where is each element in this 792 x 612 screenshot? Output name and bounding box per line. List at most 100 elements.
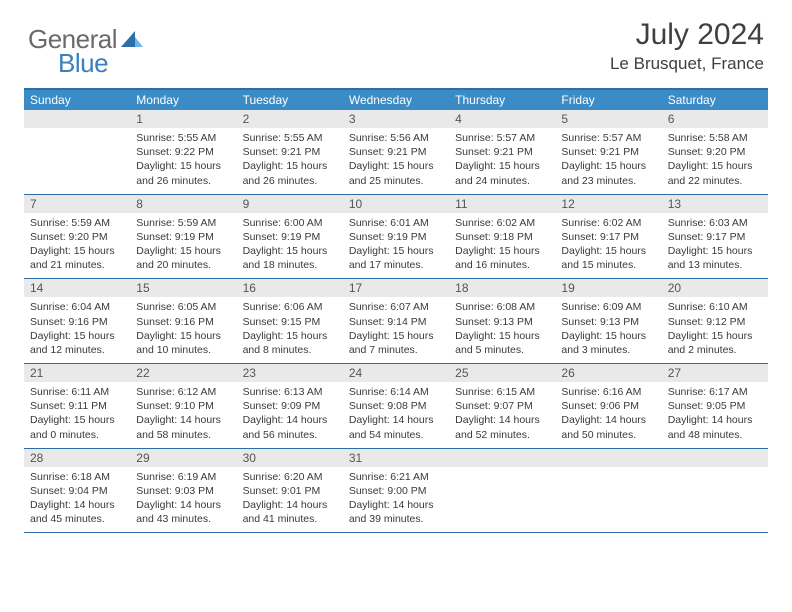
day-cell: 31Sunrise: 6:21 AMSunset: 9:00 PMDayligh… (343, 449, 449, 533)
day-ss: Sunset: 9:03 PM (136, 484, 230, 498)
day-sr: Sunrise: 6:08 AM (455, 300, 549, 314)
day-body: Sunrise: 5:59 AMSunset: 9:20 PMDaylight:… (24, 213, 130, 279)
day-d1: Daylight: 15 hours (136, 159, 230, 173)
day-sr: Sunrise: 5:56 AM (349, 131, 443, 145)
day-d1: Daylight: 15 hours (455, 244, 549, 258)
day-cell: 4Sunrise: 5:57 AMSunset: 9:21 PMDaylight… (449, 110, 555, 194)
day-d2: and 8 minutes. (243, 343, 337, 357)
day-number: 24 (343, 364, 449, 382)
day-body: Sunrise: 5:57 AMSunset: 9:21 PMDaylight:… (449, 128, 555, 194)
day-ss: Sunset: 9:19 PM (243, 230, 337, 244)
day-d2: and 22 minutes. (668, 174, 762, 188)
day-cell (449, 449, 555, 533)
day-sr: Sunrise: 6:04 AM (30, 300, 124, 314)
day-cell: 26Sunrise: 6:16 AMSunset: 9:06 PMDayligh… (555, 364, 661, 448)
day-ss: Sunset: 9:07 PM (455, 399, 549, 413)
logo-text-blue-wrap: Blue (58, 48, 108, 79)
day-ss: Sunset: 9:06 PM (561, 399, 655, 413)
dow-friday: Friday (555, 90, 661, 110)
day-number: 3 (343, 110, 449, 128)
day-sr: Sunrise: 6:21 AM (349, 470, 443, 484)
dow-thursday: Thursday (449, 90, 555, 110)
day-body: Sunrise: 6:07 AMSunset: 9:14 PMDaylight:… (343, 297, 449, 363)
month-title: July 2024 (610, 18, 764, 52)
day-cell: 7Sunrise: 5:59 AMSunset: 9:20 PMDaylight… (24, 195, 130, 279)
day-number: 17 (343, 279, 449, 297)
day-ss: Sunset: 9:16 PM (136, 315, 230, 329)
day-ss: Sunset: 9:16 PM (30, 315, 124, 329)
day-sr: Sunrise: 6:07 AM (349, 300, 443, 314)
dow-monday: Monday (130, 90, 236, 110)
day-number: 9 (237, 195, 343, 213)
day-sr: Sunrise: 6:16 AM (561, 385, 655, 399)
day-number (662, 449, 768, 467)
day-sr: Sunrise: 5:57 AM (455, 131, 549, 145)
day-number: 2 (237, 110, 343, 128)
day-body: Sunrise: 6:02 AMSunset: 9:17 PMDaylight:… (555, 213, 661, 279)
day-ss: Sunset: 9:19 PM (349, 230, 443, 244)
day-body: Sunrise: 6:14 AMSunset: 9:08 PMDaylight:… (343, 382, 449, 448)
day-d1: Daylight: 15 hours (30, 329, 124, 343)
day-d2: and 58 minutes. (136, 428, 230, 442)
day-body: Sunrise: 6:20 AMSunset: 9:01 PMDaylight:… (237, 467, 343, 533)
day-d2: and 54 minutes. (349, 428, 443, 442)
day-ss: Sunset: 9:15 PM (243, 315, 337, 329)
day-ss: Sunset: 9:21 PM (561, 145, 655, 159)
day-body: Sunrise: 6:16 AMSunset: 9:06 PMDaylight:… (555, 382, 661, 448)
day-number: 13 (662, 195, 768, 213)
day-body: Sunrise: 6:02 AMSunset: 9:18 PMDaylight:… (449, 213, 555, 279)
day-sr: Sunrise: 6:11 AM (30, 385, 124, 399)
day-number: 19 (555, 279, 661, 297)
day-cell: 5Sunrise: 5:57 AMSunset: 9:21 PMDaylight… (555, 110, 661, 194)
day-number: 11 (449, 195, 555, 213)
day-d1: Daylight: 14 hours (561, 413, 655, 427)
day-d1: Daylight: 15 hours (136, 329, 230, 343)
day-sr: Sunrise: 6:02 AM (455, 216, 549, 230)
day-number: 21 (24, 364, 130, 382)
day-d1: Daylight: 14 hours (668, 413, 762, 427)
day-sr: Sunrise: 5:58 AM (668, 131, 762, 145)
day-sr: Sunrise: 6:10 AM (668, 300, 762, 314)
day-sr: Sunrise: 5:57 AM (561, 131, 655, 145)
day-sr: Sunrise: 5:55 AM (136, 131, 230, 145)
day-d2: and 48 minutes. (668, 428, 762, 442)
day-cell: 24Sunrise: 6:14 AMSunset: 9:08 PMDayligh… (343, 364, 449, 448)
day-d1: Daylight: 14 hours (455, 413, 549, 427)
day-number: 15 (130, 279, 236, 297)
day-d2: and 24 minutes. (455, 174, 549, 188)
header: General July 2024 Le Brusquet, France (0, 0, 792, 80)
day-sr: Sunrise: 5:55 AM (243, 131, 337, 145)
day-d1: Daylight: 15 hours (349, 159, 443, 173)
day-d2: and 13 minutes. (668, 258, 762, 272)
day-body: Sunrise: 6:00 AMSunset: 9:19 PMDaylight:… (237, 213, 343, 279)
day-d1: Daylight: 15 hours (561, 244, 655, 258)
day-cell: 22Sunrise: 6:12 AMSunset: 9:10 PMDayligh… (130, 364, 236, 448)
day-body: Sunrise: 5:58 AMSunset: 9:20 PMDaylight:… (662, 128, 768, 194)
day-ss: Sunset: 9:18 PM (455, 230, 549, 244)
day-ss: Sunset: 9:17 PM (668, 230, 762, 244)
day-d2: and 15 minutes. (561, 258, 655, 272)
day-ss: Sunset: 9:08 PM (349, 399, 443, 413)
day-d1: Daylight: 15 hours (455, 329, 549, 343)
day-number (449, 449, 555, 467)
day-d1: Daylight: 14 hours (136, 413, 230, 427)
day-sr: Sunrise: 6:03 AM (668, 216, 762, 230)
day-d1: Daylight: 15 hours (668, 159, 762, 173)
day-cell: 12Sunrise: 6:02 AMSunset: 9:17 PMDayligh… (555, 195, 661, 279)
day-ss: Sunset: 9:12 PM (668, 315, 762, 329)
day-number: 20 (662, 279, 768, 297)
day-d1: Daylight: 15 hours (136, 244, 230, 258)
day-d1: Daylight: 15 hours (30, 413, 124, 427)
day-d2: and 23 minutes. (561, 174, 655, 188)
day-ss: Sunset: 9:11 PM (30, 399, 124, 413)
day-number: 1 (130, 110, 236, 128)
week-row: 7Sunrise: 5:59 AMSunset: 9:20 PMDaylight… (24, 195, 768, 280)
day-d2: and 41 minutes. (243, 512, 337, 526)
day-number: 27 (662, 364, 768, 382)
day-ss: Sunset: 9:13 PM (561, 315, 655, 329)
day-d2: and 26 minutes. (243, 174, 337, 188)
day-d2: and 50 minutes. (561, 428, 655, 442)
day-body: Sunrise: 6:05 AMSunset: 9:16 PMDaylight:… (130, 297, 236, 363)
location: Le Brusquet, France (610, 54, 764, 74)
day-sr: Sunrise: 6:02 AM (561, 216, 655, 230)
